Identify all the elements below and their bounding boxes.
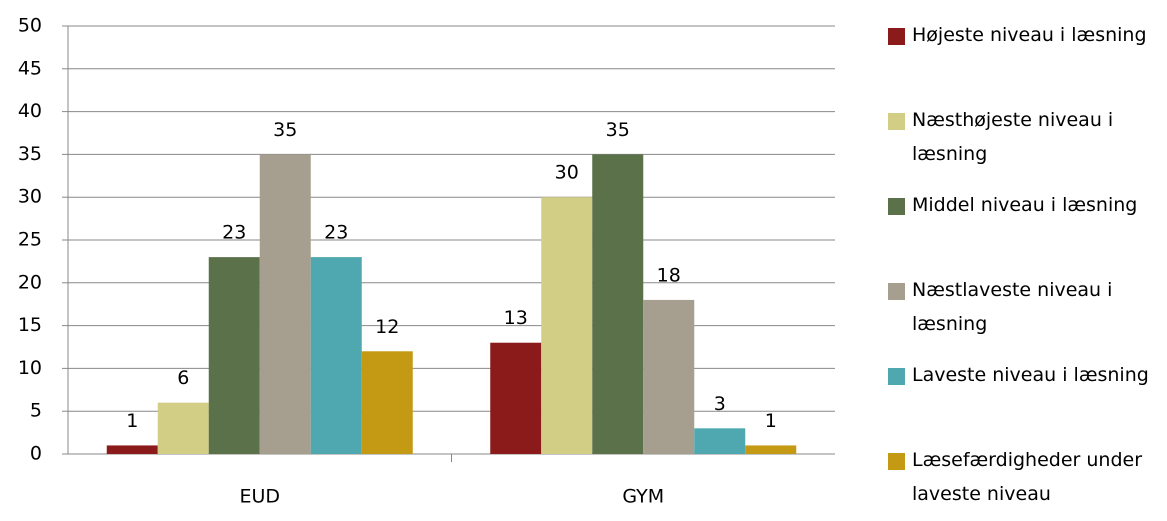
bar (592, 154, 644, 454)
y-tick-label: 45 (18, 57, 42, 79)
legend-item: Næstlaveste niveau i læsning (888, 273, 1163, 358)
legend-swatch (888, 113, 905, 130)
legend-label: Læsefærdigheder under laveste niveau (912, 449, 1143, 505)
data-label: 23 (222, 222, 246, 244)
bar (490, 342, 542, 454)
legend-swatch (888, 368, 905, 385)
bar (745, 445, 797, 454)
y-tick-label: 0 (30, 443, 42, 465)
y-tick-label: 30 (18, 186, 42, 208)
bar (310, 257, 362, 454)
y-tick-label: 10 (18, 357, 42, 379)
bar (208, 257, 260, 454)
legend-swatch (888, 28, 905, 45)
y-tick-label: 50 (18, 15, 42, 37)
data-label: 6 (177, 367, 189, 389)
legend-label: Højeste niveau i læsning (912, 24, 1147, 46)
data-label: 23 (324, 222, 348, 244)
legend-item: Laveste niveau i læsning (888, 358, 1163, 443)
data-label: 35 (273, 119, 297, 141)
data-label: 12 (375, 316, 399, 338)
y-tick-label: 5 (30, 400, 42, 422)
data-label: 13 (504, 307, 528, 329)
y-tick-label: 15 (18, 314, 42, 336)
legend-label: Næstlaveste niveau i læsning (912, 279, 1113, 335)
legend-item: Højeste niveau i læsning (888, 18, 1163, 103)
bar (541, 197, 593, 454)
legend-item: Læsefærdigheder under laveste niveau (888, 443, 1163, 521)
bar (259, 154, 311, 454)
data-label: 1 (126, 410, 138, 432)
data-label: 30 (555, 162, 579, 184)
bar (361, 351, 413, 454)
legend: Højeste niveau i læsning Næsthøjeste nive… (888, 18, 1163, 521)
y-tick-label: 35 (18, 143, 42, 165)
bar (106, 445, 158, 454)
x-tick-label: EUD (239, 486, 280, 508)
bar (643, 299, 695, 454)
legend-label: Næsthøjeste niveau i læsning (912, 109, 1114, 165)
y-tick-label: 40 (18, 100, 42, 122)
data-label: 18 (657, 264, 681, 286)
legend-swatch (888, 283, 905, 300)
legend-swatch (888, 453, 905, 470)
data-label: 35 (606, 119, 630, 141)
y-tick-label: 20 (18, 271, 42, 293)
bar (157, 402, 209, 454)
bar (694, 428, 746, 454)
data-label: 1 (765, 410, 777, 432)
legend-swatch (888, 198, 905, 215)
legend-item: Middel niveau i læsning (888, 188, 1163, 273)
x-tick-label: GYM (622, 486, 664, 508)
y-tick-label: 25 (18, 229, 42, 251)
legend-item: Næsthøjeste niveau i læsning (888, 103, 1163, 188)
data-label: 3 (714, 393, 726, 415)
legend-label: Laveste niveau i læsning (912, 364, 1149, 386)
legend-label: Middel niveau i læsning (912, 194, 1138, 216)
